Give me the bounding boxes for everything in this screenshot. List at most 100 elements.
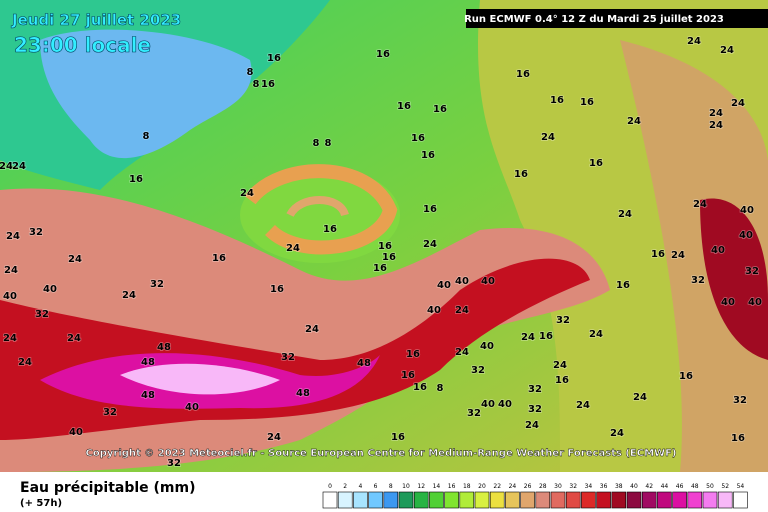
contour-label: 32 [467,408,481,419]
contour-label: 24 [618,209,632,220]
contour-label: 40 [740,205,754,216]
contour-label: 24 [709,120,723,131]
contour-label: 24 [18,357,32,368]
contour-label: 8 [437,383,444,394]
scale-swatch [505,491,520,509]
contour-label: 24 [525,420,539,431]
contour-label: 24 [455,347,469,358]
contour-label: 24 [731,98,745,109]
scale-swatch [550,491,566,509]
scale-tick-label: 50 [706,483,714,490]
legend-title: Eau précipitable (mm) [20,480,196,496]
contour-label: 32 [733,395,747,406]
contour-label: 40 [748,297,762,308]
contour-label: 24 [267,432,281,443]
contour-label: 8 [143,131,150,142]
contour-label: 32 [745,266,759,277]
contour-label: 40 [43,284,57,295]
scale-swatch [444,491,459,509]
scale-tick-label: 6 [374,483,378,490]
contour-label: 24 [240,188,254,199]
color-scale: 0 2 4 6 8 10 12 14 16 18 20 22 24 26 28 30 32 34 36 38 40 42 4… [322,483,748,509]
scale-swatch [565,491,581,509]
contour-label: 48 [141,390,155,401]
scale-tick-label: 32 [569,483,577,490]
contour-label: 24 [305,324,319,335]
contour-label: 24 [122,290,136,301]
scale-tick-label: 10 [402,483,410,490]
scale-swatch [383,491,399,509]
contour-label: 32 [29,227,43,238]
contour-label: 24 [286,243,300,254]
contour-label: 24 [720,45,734,56]
scale-tick-label: 30 [554,483,562,490]
contour-label: 40 [437,280,451,291]
scale-tick-label: 28 [539,483,547,490]
scale-tick-label: 34 [585,483,593,490]
contour-label: 16 [212,253,226,264]
contour-label: 32 [167,458,181,469]
contour-label: 24 [12,161,26,172]
contour-label: 40 [711,245,725,256]
contour-label: 40 [481,399,495,410]
contour-label: 24 [3,333,17,344]
contour-label: 16 [267,53,281,64]
contour-label: 24 [553,360,567,371]
contour-label: 16 [433,104,447,115]
contour-label: 24 [423,239,437,250]
contour-label: 8 [247,67,254,78]
scale-swatch [353,491,368,509]
contour-label: 48 [296,388,310,399]
contour-label: 24 [610,428,624,439]
scale-tick-label: 2 [343,483,347,490]
contour-label: 16 [382,252,396,263]
contour-label: 16 [397,101,411,112]
scale-swatch [687,491,703,509]
contour-label: 24 [68,254,82,265]
contour-label: 16 [376,49,390,60]
contour-label: 48 [357,358,371,369]
east-core [700,198,768,360]
contour-label: 32 [103,407,117,418]
scale-tick-label: 52 [721,483,729,490]
contour-label: 40 [455,276,469,287]
scale-tick-label: 48 [691,483,699,490]
contour-label: 24 [521,332,535,343]
contour-label: 24 [709,108,723,119]
contour-label: 16 [373,263,387,274]
scale-swatch [413,491,429,509]
contour-label: 16 [129,174,143,185]
contour-label: 16 [406,349,420,360]
forecast-date: Jeudi 27 juillet 2023 [11,11,181,29]
contour-label: 48 [141,357,155,368]
scale-swatch [337,491,353,509]
contour-label: 16 [323,224,337,235]
scale-tick-label: 18 [463,483,471,490]
contour-label: 16 [413,382,427,393]
contour-label: 24 [693,199,707,210]
contour-label: 32 [35,309,49,320]
contour-label: 24 [6,231,20,242]
scale-tick-label: 46 [676,483,684,490]
contour-label: 40 [69,427,83,438]
scale-swatch [626,491,642,509]
scale-tick-label: 44 [661,483,669,490]
scale-swatch [611,491,627,509]
east-region [620,40,768,472]
scale-swatch [398,491,414,509]
contour-label: 24 [687,36,701,47]
cyclone-spiral [286,196,349,218]
scale-swatch [474,491,490,509]
contour-label: 40 [185,402,199,413]
scale-tick-label: 12 [417,483,425,490]
legend-subtitle: (+ 57h) [20,498,62,509]
contour-label: 32 [471,365,485,376]
contour-label: 16 [651,249,665,260]
scale-tick-label: 40 [630,483,638,490]
scale-swatch [489,491,505,509]
scale-swatch [657,491,672,509]
contour-label: 16 [261,79,275,90]
scale-swatch [581,491,596,509]
